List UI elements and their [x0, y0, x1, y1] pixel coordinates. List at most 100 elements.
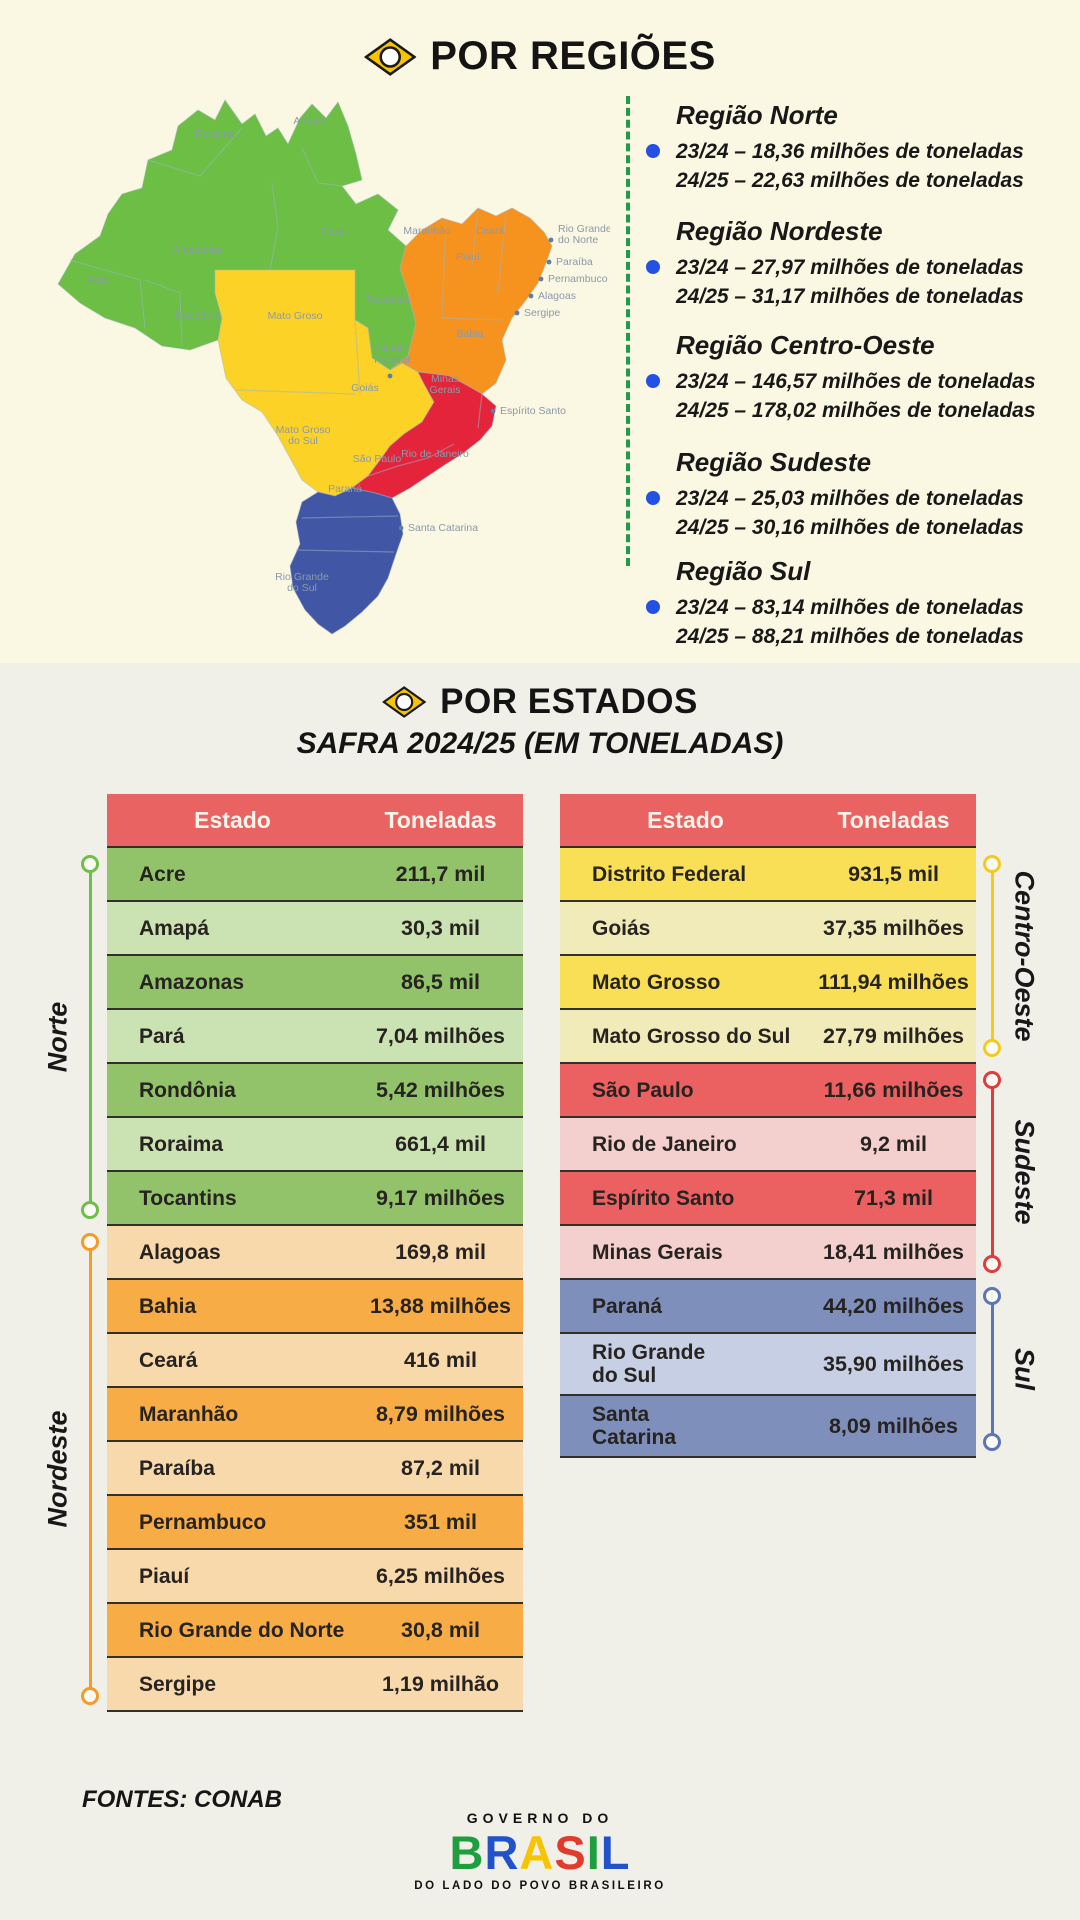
states-table-right: Estado Toneladas Distrito Federal 931,5 m…	[560, 794, 976, 1458]
state-name: Pará	[139, 1024, 185, 1048]
rail-dot-icon	[983, 1287, 1001, 1305]
state-label-acre: Acre	[87, 274, 109, 286]
region-value-2425: 24/25 – 88,21 milhões de toneladas	[676, 625, 1024, 648]
bullet-icon	[646, 600, 660, 614]
state-name: Pernambuco	[139, 1510, 267, 1534]
rail-dot-icon	[81, 1201, 99, 1219]
state-name: Rio de Janeiro	[592, 1132, 737, 1156]
logo-brasil-wordmark: BRASIL	[414, 1828, 666, 1878]
state-dot-alagoas	[528, 293, 534, 299]
rail-line-sudeste	[990, 1080, 994, 1264]
state-name: Amapá	[139, 916, 210, 940]
state-label-goias: Goiás	[351, 382, 378, 394]
state-name: Piauí	[139, 1564, 190, 1588]
region-value-2324: 23/24 – 18,36 milhões de toneladas	[676, 140, 1024, 163]
logo-letter: R	[484, 1826, 520, 1879]
table-row: Tocantins 9,17 milhões	[107, 1172, 523, 1226]
state-tonnage: 18,41 milhões	[822, 1239, 965, 1264]
logo-tagline: DO LADO DO POVO BRASILEIRO	[414, 1880, 666, 1892]
col-estado: Estado	[194, 806, 271, 833]
rail-label-sul: Sul	[1009, 1347, 1040, 1391]
state-tonnage: 1,19 milhão	[381, 1671, 500, 1696]
state-label-parana: Paraná	[328, 483, 362, 495]
state-dot-espirito-santo	[490, 408, 496, 414]
region-value-2324: 23/24 – 83,14 milhões de toneladas	[676, 596, 1024, 619]
regioes-title: POR REGIÕES	[430, 34, 716, 78]
map-region-sul	[289, 487, 404, 635]
table-row: Mato Grosso 111,94 milhões	[560, 956, 976, 1010]
region-value-2425: 24/25 – 31,17 milhões de toneladas	[676, 285, 1024, 308]
state-label-roraima: Roraima	[195, 128, 235, 140]
state-tonnage: 111,94 milhões	[818, 969, 969, 994]
region-name: Região Nordeste	[676, 216, 883, 246]
table-row: Minas Gerais 18,41 milhões	[560, 1226, 976, 1280]
table-row: Paraíba 87,2 mil	[107, 1442, 523, 1496]
state-name: Sergipe	[139, 1672, 217, 1696]
state-label-rio-grande-do-sul: Rio Grande do Sul	[275, 571, 329, 594]
state-label-sao-paulo: São Paulo	[353, 453, 402, 465]
dashed-separator	[626, 96, 630, 566]
logo-letter: A	[519, 1826, 555, 1879]
sources-note: FONTES: CONAB	[82, 1786, 282, 1813]
rail-dot-icon	[81, 1687, 99, 1705]
region-value-2324: 23/24 – 146,57 milhões de toneladas	[676, 370, 1036, 393]
bullet-icon	[646, 260, 660, 274]
region-shapes	[57, 99, 553, 635]
table-row: Amazonas 86,5 mil	[107, 956, 523, 1010]
state-name: Tocantins	[139, 1186, 237, 1210]
state-name: Rondônia	[139, 1078, 236, 1102]
state-label-tocantins: Tocantins	[366, 294, 410, 306]
region-stats-item: Região Sul 23/24 – 83,14 milhões de tone…	[646, 556, 1048, 651]
logo-governo-do-text: GOVERNO DO	[466, 1810, 614, 1826]
state-tonnage: 661,4 mil	[395, 1131, 486, 1156]
logo-letter: B	[449, 1826, 485, 1879]
state-dot-santa-catarina	[398, 525, 404, 531]
state-label-sergipe: Sergipe	[524, 307, 560, 319]
state-label-bahia: Bahia	[457, 328, 484, 340]
table-row: Roraima 661,4 mil	[107, 1118, 523, 1172]
rail-label-centro-oeste: Centro-Oeste	[1009, 870, 1040, 1042]
region-value-2425: 24/25 – 30,16 milhões de toneladas	[676, 516, 1024, 539]
state-name: Distrito Federal	[592, 862, 747, 886]
state-name: Bahia	[139, 1294, 197, 1318]
table-row: Espírito Santo 71,3 mil	[560, 1172, 976, 1226]
state-label-amapa: Amapá	[293, 115, 326, 127]
table-row: Paraná 44,20 milhões	[560, 1280, 976, 1334]
bullet-icon	[646, 374, 660, 388]
table-row: São Paulo 11,66 milhões	[560, 1064, 976, 1118]
state-tonnage: 351 mil	[404, 1509, 477, 1534]
region-name: Região Centro-Oeste	[676, 330, 935, 360]
state-tonnage: 35,90 milhões	[822, 1351, 965, 1376]
table-row: Amapá 30,3 mil	[107, 902, 523, 956]
state-label-santa-catarina: Santa Catarina	[408, 522, 478, 534]
logo-letter: L	[600, 1826, 631, 1879]
state-name: Maranhão	[139, 1402, 239, 1426]
region-stats-item: Região Norte 23/24 – 18,36 milhões de to…	[646, 100, 1048, 195]
table-row: Rio Grande do Norte 30,8 mil	[107, 1604, 523, 1658]
rail-line-sul	[990, 1296, 994, 1442]
rail-dot-icon	[983, 1071, 1001, 1089]
state-tonnage: 37,35 milhões	[822, 915, 965, 940]
state-name: Acre	[139, 862, 186, 886]
rail-label-norte: Norte	[42, 1001, 73, 1073]
col-toneladas: Toneladas	[837, 806, 950, 833]
table-row: Distrito Federal 931,5 mil	[560, 848, 976, 902]
state-dot-rio-grande-do-norte	[548, 237, 554, 243]
state-label-amazonas: Amazonas	[173, 244, 223, 256]
table-row: Ceará 416 mil	[107, 1334, 523, 1388]
state-name: São Paulo	[592, 1078, 694, 1102]
state-label-mato-grosso: Mato Groso	[268, 310, 323, 322]
state-dot-paraiba	[546, 259, 552, 265]
state-label-pernambuco: Pernambuco	[548, 273, 608, 285]
estados-subtitle: SAFRA 2024/25 (EM TONELADAS)	[296, 727, 784, 760]
rail-line-centro-oeste	[990, 864, 994, 1048]
region-value-2324: 23/24 – 25,03 milhões de toneladas	[676, 487, 1024, 510]
state-tonnage: 86,5 mil	[401, 969, 480, 994]
rail-dot-icon	[81, 1233, 99, 1251]
state-name: Santa Catarina	[592, 1403, 677, 1449]
region-name: Região Norte	[676, 100, 838, 130]
state-label-rondonia: Rondônia	[176, 310, 221, 322]
bullet-icon	[646, 491, 660, 505]
state-dot-distrito-federal	[387, 373, 393, 379]
regioes-title-bar: POR REGIÕES	[364, 34, 716, 79]
